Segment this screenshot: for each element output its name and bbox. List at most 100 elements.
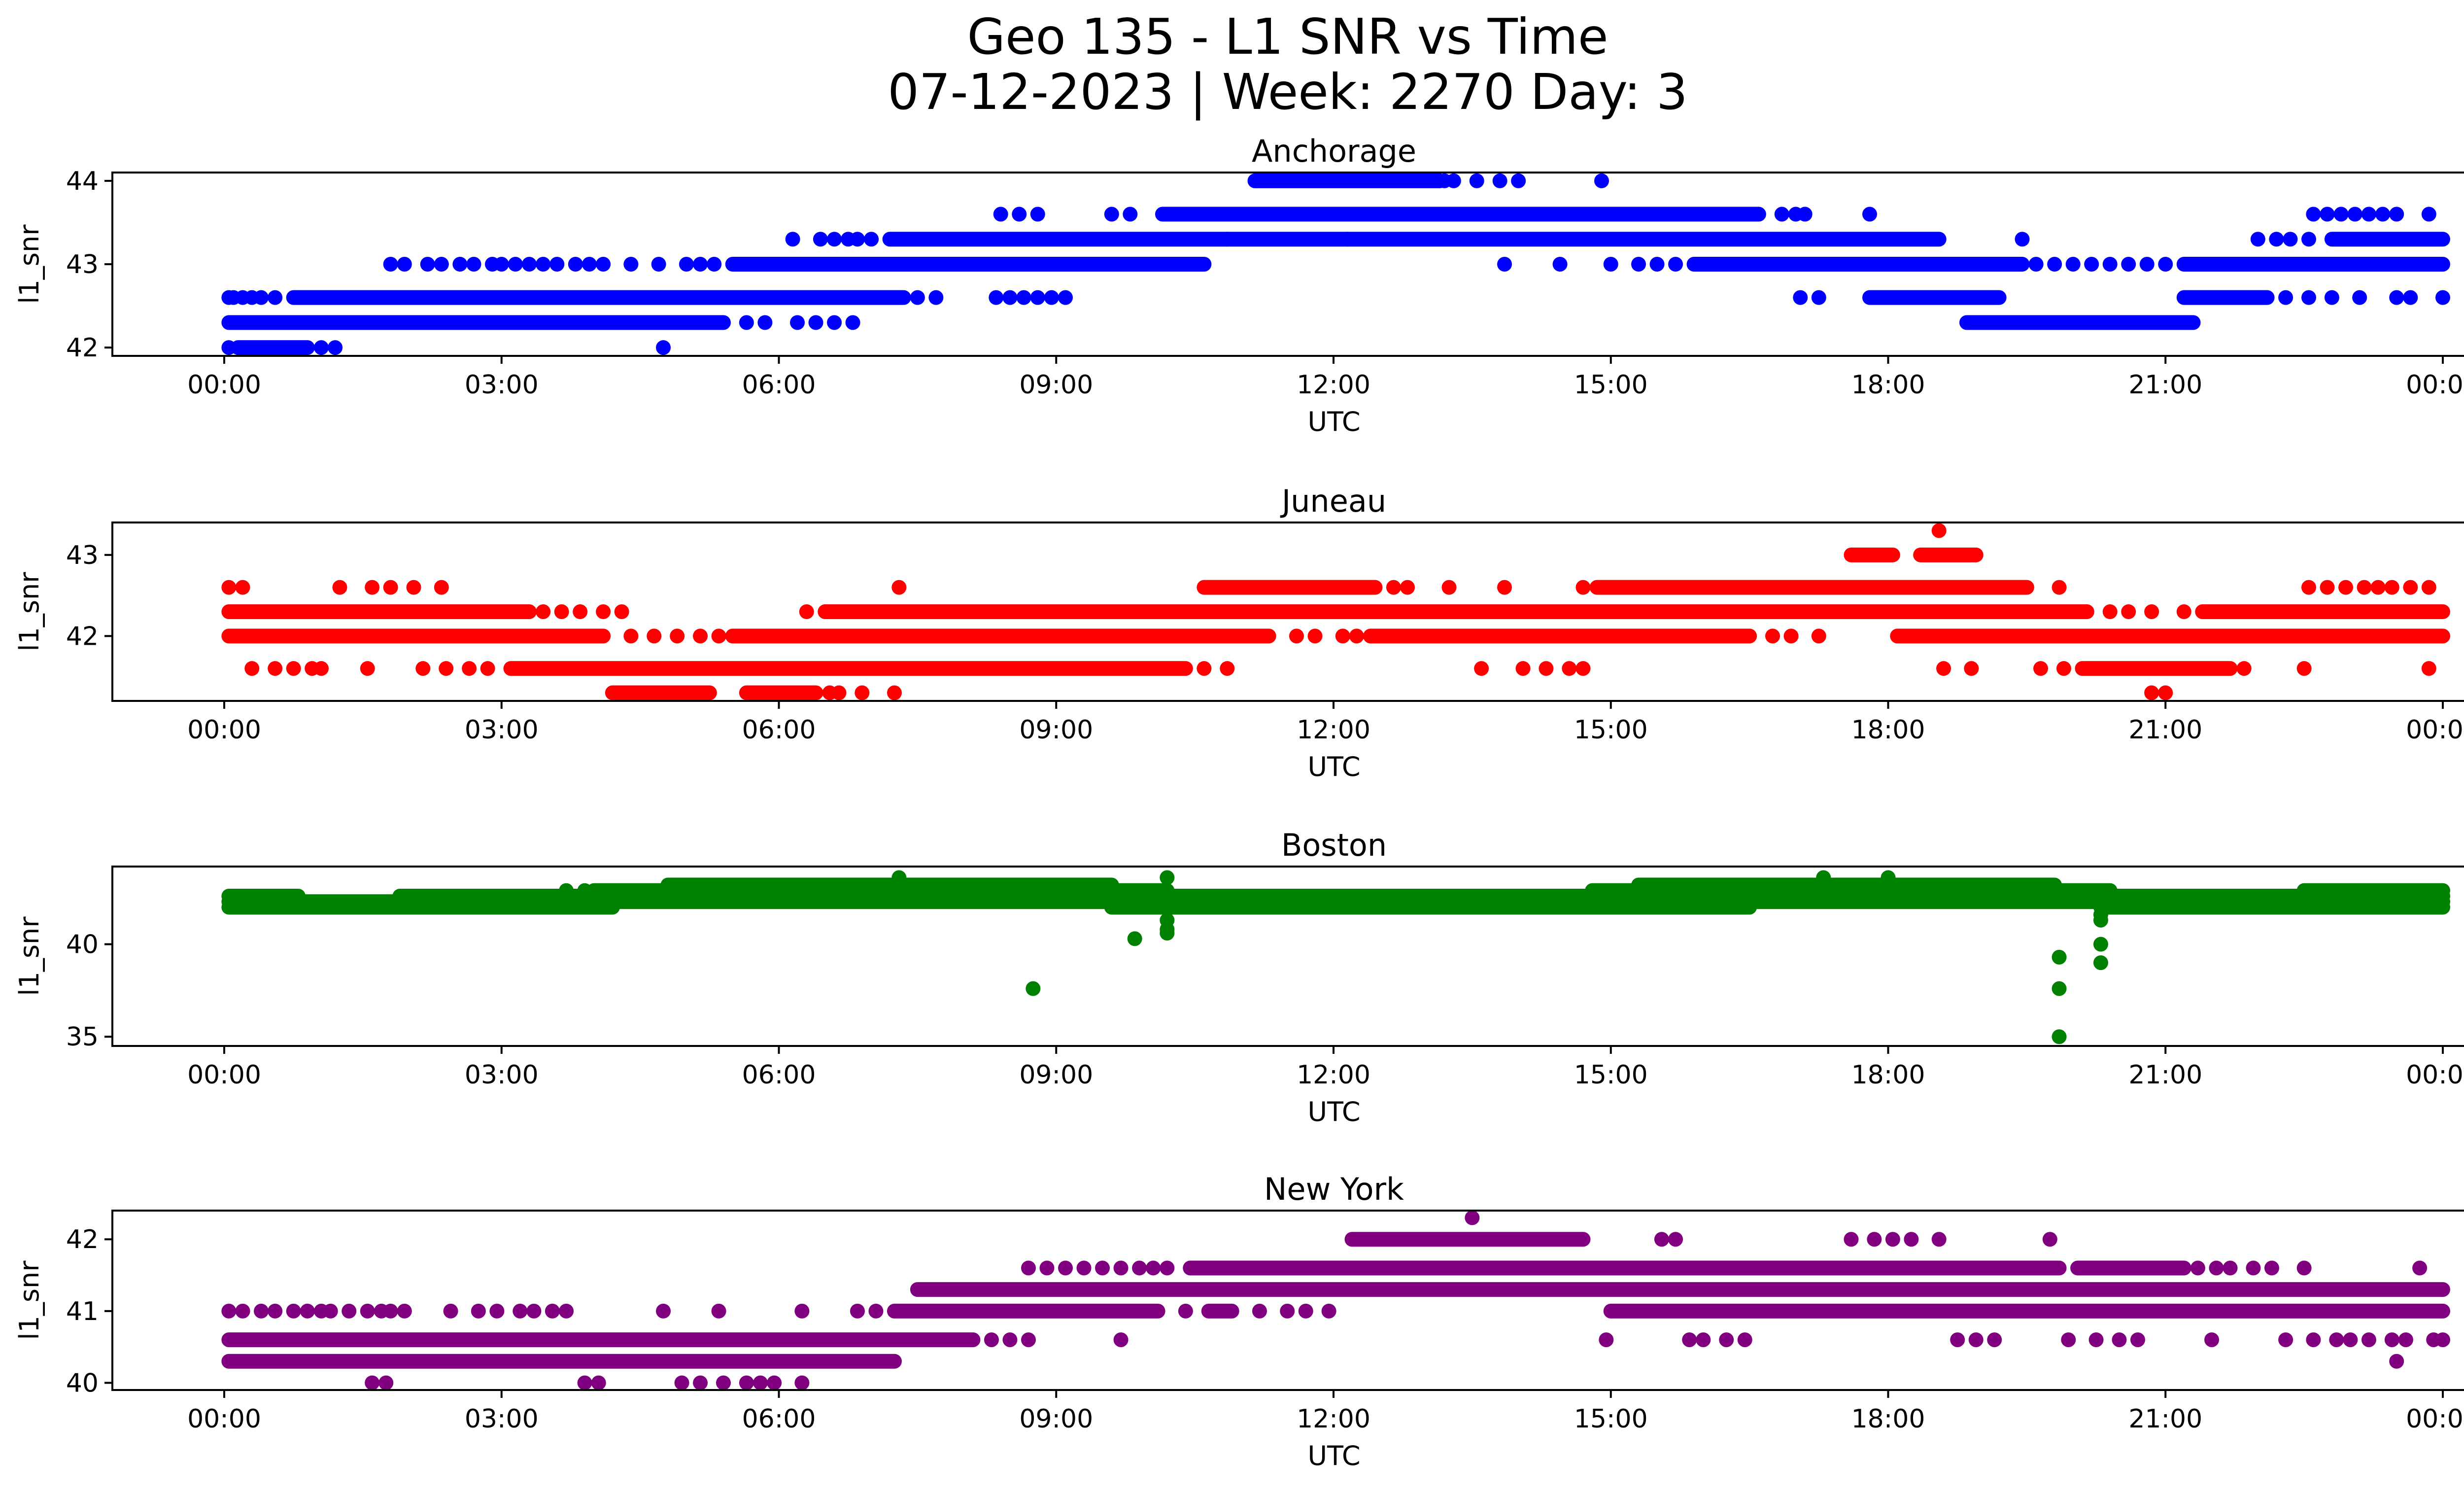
- data-point: [711, 1303, 726, 1319]
- data-point: [2370, 580, 2386, 595]
- x-tick-label: 12:00: [1297, 1404, 1370, 1434]
- data-point: [2158, 685, 2173, 700]
- data-point: [1599, 1332, 1614, 1348]
- y-tick-label: 40: [66, 930, 99, 960]
- data-point: [2333, 207, 2349, 222]
- x-tick-label: 06:00: [742, 1404, 816, 1434]
- data-point: [545, 1303, 560, 1319]
- data-point: [1562, 661, 1577, 676]
- x-tick-label: 12:00: [1297, 370, 1370, 400]
- figure-subtitle: 07-12-2023 | Week: 2270 Day: 3: [888, 63, 1688, 121]
- x-axis-label: UTC: [1307, 406, 1360, 437]
- data-point: [910, 290, 925, 305]
- data-point: [2389, 290, 2404, 305]
- data-point: [827, 232, 842, 247]
- data-point: [383, 580, 398, 595]
- data-point: [1811, 290, 1826, 305]
- data-point: [1765, 628, 1780, 644]
- y-tick-label: 42: [66, 622, 99, 651]
- data-point: [415, 661, 431, 676]
- data-point: [577, 1375, 592, 1391]
- y-axis-label: l1_snr: [14, 572, 45, 652]
- data-point: [1002, 290, 1018, 305]
- data-point: [342, 1303, 357, 1319]
- data-point: [2320, 207, 2335, 222]
- data-point: [1026, 981, 1041, 996]
- data-point: [2324, 290, 2339, 305]
- data-point: [549, 257, 565, 272]
- data-point: [1160, 1260, 1175, 1276]
- data-point: [2375, 207, 2391, 222]
- data-point: [1649, 257, 1665, 272]
- data-point: [2052, 1029, 2067, 1044]
- data-point: [1002, 1332, 1018, 1348]
- x-tick-label: 15:00: [1574, 1060, 1648, 1090]
- data-point: [573, 604, 588, 619]
- y-tick-label: 44: [66, 167, 99, 196]
- figure-title: Geo 135 - L1 SNR vs Time: [967, 8, 1608, 66]
- data-point: [536, 604, 551, 619]
- data-point: [494, 257, 509, 272]
- data-point: [845, 315, 860, 330]
- data-point: [656, 1303, 671, 1319]
- data-point: [2102, 604, 2118, 619]
- data-point: [221, 1303, 237, 1319]
- data-point: [1058, 1260, 1073, 1276]
- y-axis-label: l1_snr: [14, 224, 45, 304]
- data-point: [1774, 207, 1789, 222]
- data-point: [489, 1303, 505, 1319]
- data-point: [1132, 1260, 1147, 1276]
- data-point: [2033, 661, 2049, 676]
- data-point: [2306, 207, 2321, 222]
- x-tick-label: 12:00: [1297, 715, 1370, 745]
- data-point: [693, 1375, 708, 1391]
- data-point: [799, 604, 814, 619]
- x-axis-label: UTC: [1307, 751, 1360, 782]
- data-point: [670, 628, 685, 644]
- data-point: [471, 1303, 486, 1319]
- data-point: [235, 580, 250, 595]
- data-point: [1737, 1332, 1752, 1348]
- y-axis-label: l1_snr: [14, 916, 45, 996]
- data-point: [2130, 1332, 2145, 1348]
- data-point: [1936, 661, 1951, 676]
- data-point: [1076, 1260, 1092, 1276]
- data-point: [439, 661, 454, 676]
- data-point: [2144, 685, 2159, 700]
- data-point: [1298, 1303, 1313, 1319]
- data-point: [2144, 604, 2159, 619]
- data-point: [864, 232, 879, 247]
- data-point: [2121, 604, 2136, 619]
- data-point: [2176, 604, 2191, 619]
- data-point: [1497, 257, 1512, 272]
- data-point: [2084, 257, 2099, 272]
- data-point: [1844, 1232, 1859, 1247]
- data-point: [1220, 232, 1235, 247]
- data-point: [1867, 1232, 1882, 1247]
- data-point: [1668, 1232, 1683, 1247]
- scatter-points: [221, 870, 2450, 1044]
- data-point: [2061, 1332, 2076, 1348]
- x-tick-label: 15:00: [1574, 715, 1648, 745]
- data-point: [989, 290, 1004, 305]
- y-tick-label: 43: [66, 250, 99, 279]
- data-point: [674, 1375, 689, 1391]
- data-point: [1021, 1332, 1036, 1348]
- x-tick-label: 18:00: [1851, 715, 1925, 745]
- data-point: [757, 315, 773, 330]
- y-tick-label: 40: [66, 1368, 99, 1398]
- data-point: [2042, 1232, 2057, 1247]
- x-tick-label: 03:00: [465, 1060, 539, 1090]
- data-point: [693, 257, 708, 272]
- data-point: [286, 661, 301, 676]
- x-tick-label: 06:00: [742, 370, 816, 400]
- data-point: [378, 1375, 394, 1391]
- x-tick-label: 21:00: [2128, 370, 2202, 400]
- data-point: [1160, 870, 1175, 885]
- data-point: [323, 1303, 338, 1319]
- data-point: [1575, 580, 1591, 595]
- data-point: [2028, 257, 2044, 272]
- data-point: [2389, 207, 2404, 222]
- data-point: [1113, 1332, 1129, 1348]
- data-point: [536, 257, 551, 272]
